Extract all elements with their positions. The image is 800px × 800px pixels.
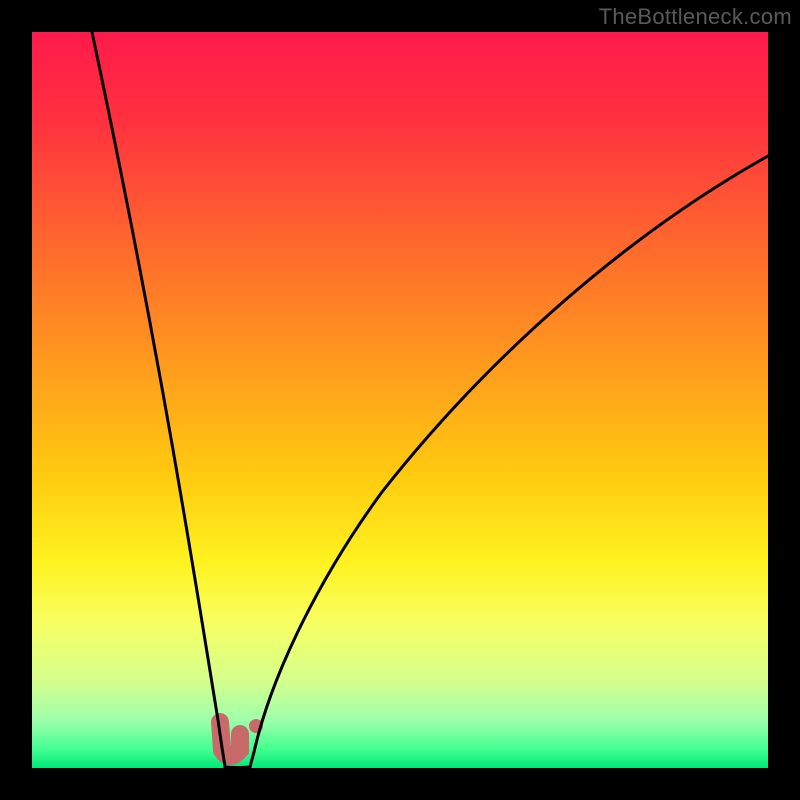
- bottleneck-curve-left: [92, 32, 225, 767]
- plot-area: [32, 32, 768, 768]
- chart-frame: TheBottleneck.com: [0, 0, 800, 800]
- curve-overlay: [32, 32, 768, 768]
- bottleneck-curve-join: [225, 767, 250, 768]
- bottleneck-curve-right: [250, 156, 768, 767]
- watermark-text: TheBottleneck.com: [599, 4, 792, 30]
